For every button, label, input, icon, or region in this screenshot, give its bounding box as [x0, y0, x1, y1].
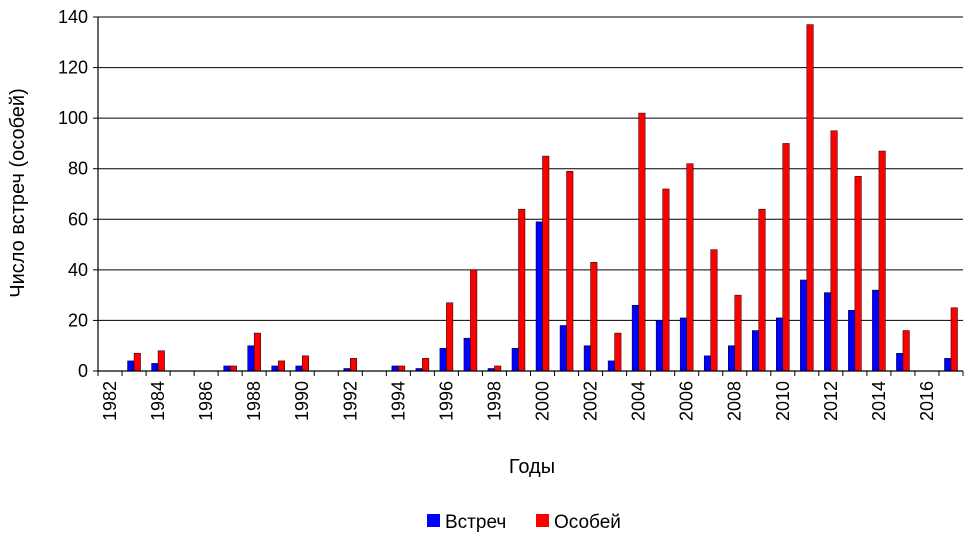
bar-vstrech-2013	[848, 310, 856, 372]
bar-vstrech-2003	[607, 360, 615, 372]
bar-vstrech-1994	[391, 365, 399, 372]
bar-osobey-1999	[518, 208, 526, 372]
bar-osobey-1988	[253, 332, 261, 372]
legend-swatch-osobey	[536, 514, 549, 527]
bar-osobey-2004	[638, 112, 646, 372]
y-axis-title: Число встреч (особей)	[7, 88, 29, 298]
bar-vstrech-1984	[151, 363, 159, 372]
y-tick-label-120: 120	[58, 58, 88, 78]
bar-osobey-1995	[422, 358, 430, 372]
legend-label-osobey: Особей	[554, 512, 621, 533]
x-tick-label-2010: 2010	[773, 381, 793, 421]
bar-vstrech-2005	[655, 320, 663, 372]
bar-osobey-2003	[614, 332, 622, 372]
bar-vstrech-2002	[583, 345, 591, 372]
bar-osobey-2013	[854, 176, 862, 372]
bar-osobey-1990	[301, 355, 309, 372]
bar-osobey-2017	[950, 307, 958, 372]
y-tick-label-60: 60	[68, 209, 88, 229]
x-tick-label-2006: 2006	[677, 381, 697, 421]
bar-vstrech-1996	[439, 347, 447, 372]
x-tick-labels: 1982 1984 1986 1988 1990 1992 1994 1996 1998 2000…	[100, 381, 937, 421]
bar-osobey-2009	[758, 208, 766, 372]
x-tick-label-2016: 2016	[917, 381, 937, 421]
x-tick-label-1998: 1998	[484, 381, 504, 421]
bar-osobey-2015	[902, 330, 910, 372]
y-tick-label-80: 80	[68, 159, 88, 179]
bar-vstrech-2007	[703, 355, 711, 372]
bar-vstrech-1990	[295, 365, 303, 372]
bar-osobey-2011	[806, 24, 814, 372]
bars	[127, 24, 958, 372]
x-tick-label-1990: 1990	[292, 381, 312, 421]
bar-vstrech-2011	[800, 279, 808, 372]
x-axis-title: Годы	[509, 456, 555, 478]
x-tick-label-2000: 2000	[533, 381, 553, 421]
x-tick-label-1996: 1996	[436, 381, 456, 421]
x-tick-label-2008: 2008	[725, 381, 745, 421]
bar-osobey-2001	[566, 170, 574, 372]
y-tick-label-140: 140	[58, 7, 88, 27]
x-tick-label-2012: 2012	[821, 381, 841, 421]
bar-vstrech-2004	[631, 305, 639, 372]
axes	[97, 17, 964, 376]
bar-osobey-2005	[662, 188, 670, 372]
bar-vstrech-2009	[752, 330, 760, 372]
x-tick-label-2004: 2004	[629, 381, 649, 421]
x-tick-label-1982: 1982	[100, 381, 120, 421]
bar-osobey-1984	[157, 350, 165, 372]
bar-vstrech-1983	[127, 360, 135, 372]
bar-vstrech-1988	[247, 345, 255, 372]
bar-vstrech-2010	[776, 317, 784, 372]
bar-osobey-2010	[782, 143, 790, 372]
bar-osobey-2007	[710, 249, 718, 372]
bar-osobey-1996	[446, 302, 454, 372]
bar-vstrech-2000	[535, 221, 543, 372]
y-tick-label-20: 20	[68, 310, 88, 330]
y-tick-labels: 0 20 40 60 80 100 120 140	[58, 7, 88, 381]
bar-osobey-2002	[590, 262, 598, 372]
y-tick-label-100: 100	[58, 108, 88, 128]
bar-vstrech-1987	[223, 365, 231, 372]
legend: Встреч Особей	[427, 512, 621, 533]
bar-vstrech-1999	[511, 347, 519, 372]
x-tick-label-2014: 2014	[869, 381, 889, 421]
x-tick-label-1984: 1984	[148, 381, 168, 421]
bar-osobey-2000	[542, 155, 550, 372]
x-tick-label-1992: 1992	[340, 381, 360, 421]
bar-vstrech-2008	[727, 345, 735, 372]
bar-vstrech-1997	[463, 337, 471, 372]
legend-label-vstrech: Встреч	[445, 512, 506, 533]
bar-osobey-1989	[277, 360, 285, 372]
bar-osobey-1994	[398, 365, 406, 372]
bar-vstrech-2014	[872, 289, 880, 372]
gridlines	[93, 16, 963, 372]
bar-vstrech-2017	[944, 358, 952, 372]
bar-vstrech-2001	[559, 325, 567, 372]
y-tick-label-40: 40	[68, 260, 88, 280]
bar-osobey-1987	[229, 365, 237, 372]
x-tick-label-2002: 2002	[581, 381, 601, 421]
bar-osobey-1983	[133, 353, 141, 372]
y-tick-label-0: 0	[78, 361, 88, 381]
bar-osobey-2008	[734, 294, 742, 372]
bar-osobey-2012	[830, 130, 838, 372]
bar-osobey-1997	[470, 269, 478, 372]
legend-swatch-vstrech	[427, 514, 440, 527]
bar-vstrech-2012	[824, 292, 832, 372]
bar-osobey-2014	[878, 150, 886, 372]
x-tick-label-1986: 1986	[196, 381, 216, 421]
bar-osobey-1998	[494, 365, 502, 372]
x-tick-label-1988: 1988	[244, 381, 264, 421]
bar-vstrech-2006	[679, 317, 687, 372]
bar-osobey-2006	[686, 163, 694, 372]
bar-vstrech-1989	[271, 365, 279, 372]
bar-vstrech-2015	[896, 353, 904, 372]
x-tick-label-1994: 1994	[388, 381, 408, 421]
bar-osobey-1992	[350, 358, 358, 372]
